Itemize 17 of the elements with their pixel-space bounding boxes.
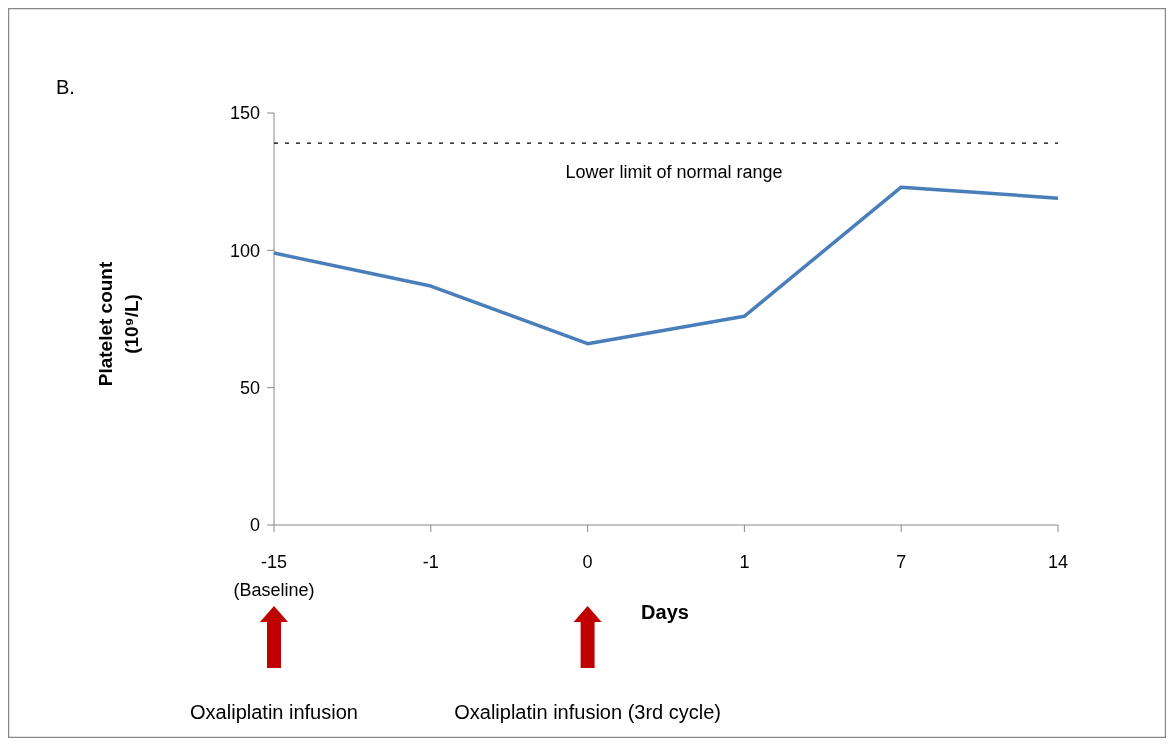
y-axis-title: Platelet count (10⁹/L) bbox=[95, 261, 142, 387]
x-tick-label: 7 bbox=[896, 552, 907, 572]
y-tick-label: 100 bbox=[229, 240, 260, 261]
x-tick-label: 1 bbox=[739, 552, 750, 572]
x-tick-label: -15 (Baseline) bbox=[233, 552, 315, 600]
text: B. bbox=[56, 76, 75, 98]
text: Oxaliplatin infusion bbox=[190, 701, 358, 723]
x-tick-label: 0 bbox=[582, 552, 593, 572]
x-axis-title: Days bbox=[641, 601, 689, 623]
x-tick-label: 14 bbox=[1047, 552, 1069, 572]
y-tick-label: 150 bbox=[229, 103, 260, 124]
ref-line-label: Lower limit of normal range bbox=[565, 162, 783, 183]
line-series bbox=[272, 185, 1060, 346]
x-tick-label: -1 bbox=[422, 552, 439, 572]
y-tick-label: 0 bbox=[249, 515, 260, 536]
y-tick-label: 50 bbox=[239, 377, 260, 398]
text: Oxaliplatin infusion (3rd cycle) bbox=[454, 701, 721, 723]
